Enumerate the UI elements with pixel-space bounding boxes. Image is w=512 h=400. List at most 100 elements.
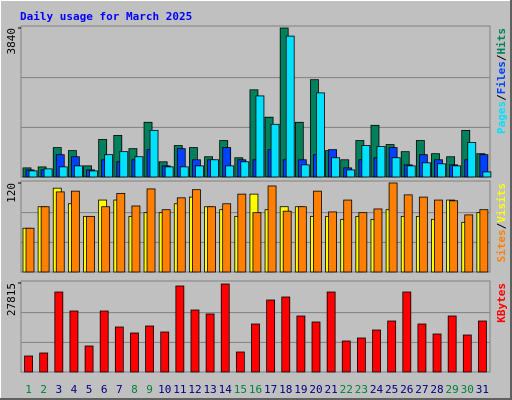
x-tick-label: 1	[25, 383, 32, 396]
x-tick-label: 13	[203, 383, 216, 396]
x-tick-label: 28	[430, 383, 443, 396]
legend-entry: Hits	[495, 28, 508, 55]
x-tick-label: 2	[40, 383, 47, 396]
x-tick-label: 16	[249, 383, 262, 396]
bar	[281, 296, 291, 373]
bar	[311, 321, 321, 373]
bar	[145, 325, 154, 373]
bar	[478, 320, 487, 373]
bar	[192, 189, 201, 273]
bar	[73, 165, 83, 178]
bar	[376, 146, 386, 178]
x-tick-label: 27	[415, 383, 428, 396]
bar	[134, 156, 144, 178]
bar	[28, 170, 38, 178]
x-tick-label: 18	[279, 383, 292, 396]
bar	[39, 352, 49, 373]
bar	[176, 197, 186, 273]
bar	[179, 166, 189, 178]
bar	[402, 291, 412, 373]
bar	[270, 123, 280, 178]
x-tick-label: 5	[86, 383, 93, 396]
x-tick-label: 17	[264, 383, 277, 396]
bar	[69, 310, 79, 373]
legend: Sites/Visits	[495, 183, 508, 263]
legend: KBytes	[495, 283, 508, 323]
bar	[387, 320, 397, 373]
x-tick-label: 31	[476, 383, 489, 396]
x-tick-label: 25	[385, 383, 398, 396]
x-tick-label: 12	[188, 383, 201, 396]
bar	[207, 206, 216, 273]
x-tick-label: 6	[101, 383, 108, 396]
bar	[316, 92, 325, 178]
bar	[55, 191, 65, 273]
bar	[341, 340, 351, 373]
legend-entry: Files	[495, 61, 508, 94]
x-tick-label: 11	[173, 383, 186, 396]
bar	[99, 310, 109, 373]
bar	[266, 299, 276, 373]
bar	[358, 212, 368, 273]
bar	[104, 154, 114, 178]
chart-title: Daily usage for March 2025	[20, 10, 192, 23]
bar	[326, 291, 336, 373]
legend-separator: /	[495, 222, 508, 229]
bar	[388, 182, 398, 273]
bar	[164, 166, 174, 178]
bar	[417, 323, 427, 373]
bar	[86, 215, 95, 273]
legend-entry: Sites	[495, 229, 508, 262]
y-tick-label: 3840	[5, 28, 18, 55]
x-tick-label: 23	[355, 383, 368, 396]
bar	[296, 315, 306, 373]
bar	[421, 162, 431, 178]
bar	[130, 332, 139, 373]
bar	[418, 196, 428, 273]
x-tick-label: 4	[71, 383, 78, 396]
x-tick-label: 8	[131, 383, 138, 396]
x-tick-label: 30	[461, 383, 474, 396]
bar	[149, 129, 159, 178]
x-tick-label: 9	[146, 383, 153, 396]
bar	[449, 200, 459, 273]
bar	[313, 190, 322, 273]
bar	[237, 193, 247, 273]
bar	[267, 185, 277, 273]
bar	[331, 157, 340, 178]
bar	[220, 283, 230, 373]
bar	[252, 212, 262, 273]
bar	[346, 169, 356, 178]
bar	[175, 285, 185, 373]
bar	[210, 159, 219, 178]
bar	[373, 208, 383, 273]
x-tick-label: 22	[340, 383, 353, 396]
bar	[43, 168, 53, 178]
y-tick-label: 27815	[5, 283, 18, 316]
x-tick-label: 15	[234, 383, 247, 396]
x-tick-label: 29	[446, 383, 459, 396]
bar	[190, 309, 200, 373]
x-tick-label: 19	[294, 383, 307, 396]
bar	[25, 227, 35, 273]
bar	[89, 170, 98, 178]
bar	[119, 151, 129, 178]
x-tick-label: 21	[325, 383, 338, 396]
bar	[300, 164, 310, 178]
legend-entry: KBytes	[495, 283, 508, 323]
bar	[131, 205, 141, 273]
bar	[251, 323, 260, 373]
bar	[403, 194, 413, 273]
x-tick-label: 10	[158, 383, 171, 396]
bar	[116, 192, 126, 273]
bar	[282, 210, 292, 273]
x-tick-label: 7	[116, 383, 123, 396]
bar	[434, 199, 443, 273]
bar	[452, 165, 462, 178]
x-tick-label: 24	[370, 383, 384, 396]
bar	[160, 331, 170, 373]
bar	[161, 209, 171, 273]
bar	[70, 190, 80, 273]
